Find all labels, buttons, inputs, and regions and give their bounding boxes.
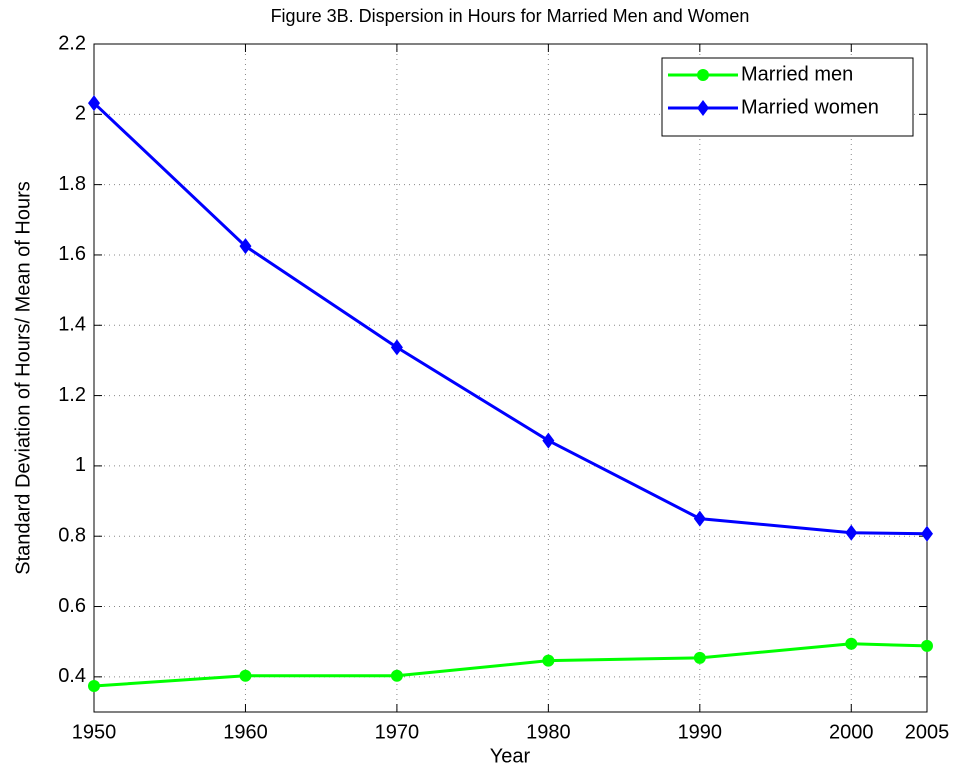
y-tick-label: 0.8 (58, 524, 86, 546)
marker (845, 637, 858, 650)
y-tick-label: 1 (75, 454, 86, 476)
x-tick-label: 1960 (223, 721, 268, 743)
data-line (93, 642, 928, 688)
marker (921, 525, 933, 542)
y-tick-label: 0.6 (58, 595, 86, 617)
y-tick-label: 2 (75, 103, 86, 125)
marker (921, 639, 933, 652)
plot-frame (93, 43, 928, 713)
y-tick-label: 1.6 (58, 243, 86, 265)
marker (390, 669, 403, 682)
marker (239, 238, 252, 255)
x-tick-label: 1990 (678, 721, 723, 743)
x-tick-label: 2000 (829, 721, 874, 743)
marker (693, 510, 706, 527)
marker (239, 669, 252, 682)
legend-label: Married men (741, 63, 853, 85)
x-tick-label: 1950 (72, 721, 117, 743)
y-tick-label: 1.2 (58, 384, 86, 406)
legend-marker (697, 100, 709, 116)
marker (693, 651, 706, 664)
x-tick-label: 1980 (526, 721, 571, 743)
y-tick-label: 2.2 (58, 32, 86, 54)
marker (542, 432, 555, 449)
y-tick-label: 1.4 (58, 314, 86, 336)
legend: Married men Married women (661, 57, 914, 137)
marker (390, 339, 403, 356)
marker (88, 679, 100, 692)
marker (88, 95, 100, 112)
legend-marker (697, 69, 709, 81)
marker (845, 524, 858, 541)
marker (542, 654, 555, 667)
legend-label: Married women (741, 96, 879, 118)
y-tick-label: 1.8 (58, 173, 86, 195)
chart-title: Figure 3B. Dispersion in Hours for Marri… (271, 6, 750, 26)
y-axis-label: Standard Deviation of Hours/ Mean of Hou… (12, 181, 34, 575)
data-line (92, 101, 928, 536)
x-tick-label: 2005 (905, 721, 950, 743)
x-tick-label: 1970 (375, 721, 420, 743)
x-axis-label: Year (490, 745, 531, 767)
y-tick-label: 0.4 (58, 665, 86, 687)
